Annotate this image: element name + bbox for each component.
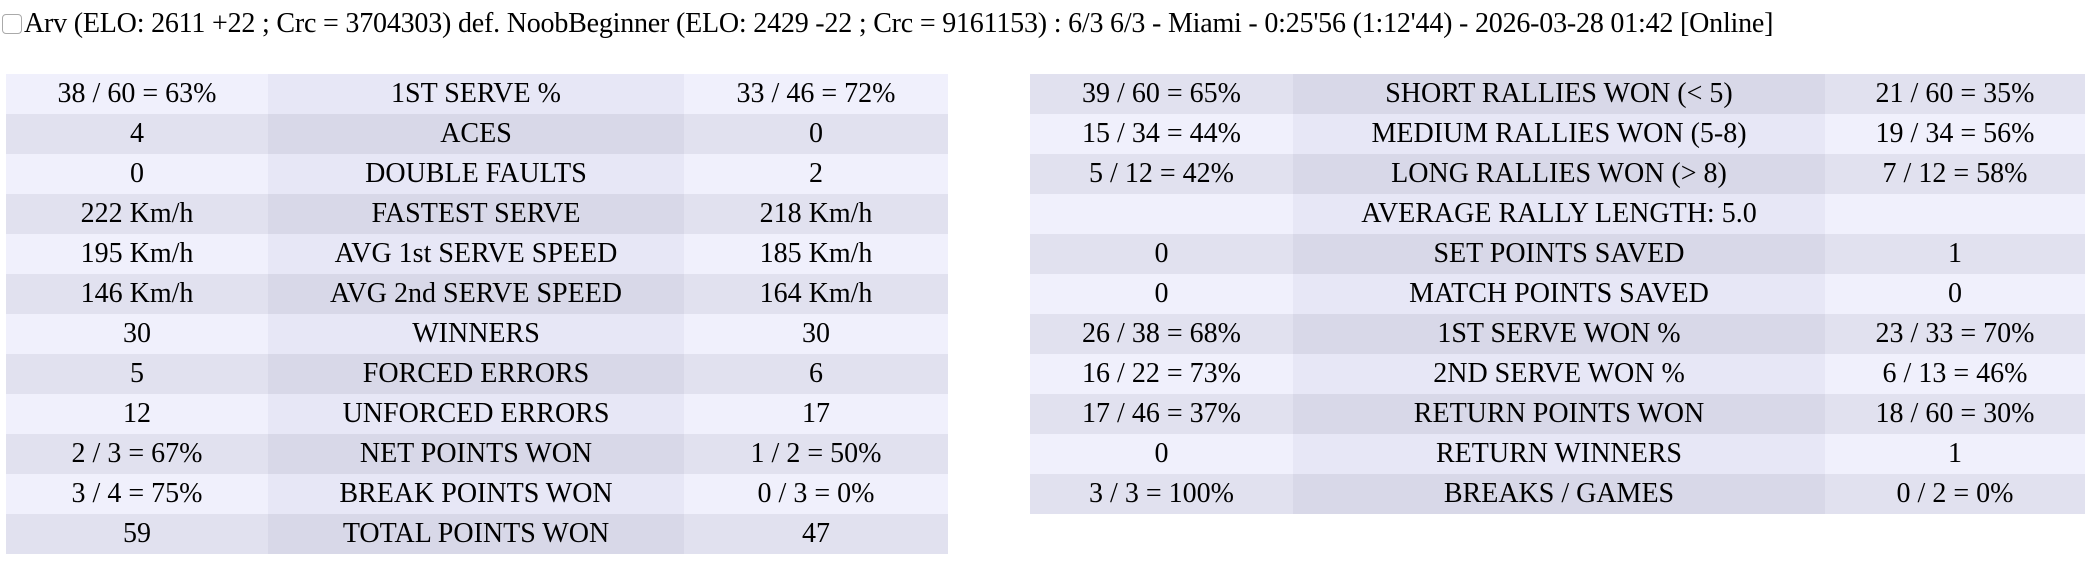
stat-row: 146 Km/h AVG 2nd SERVE SPEED 164 Km/h (6, 274, 948, 314)
stat-label: BREAK POINTS WON (268, 474, 684, 514)
player2-value: 23 / 33 = 70% (1825, 314, 2085, 354)
rally-stats-table: 39 / 60 = 65% SHORT RALLIES WON (< 5) 21 /… (1030, 74, 2085, 514)
stat-label: 1ST SERVE % (268, 74, 684, 114)
stat-row: 59 TOTAL POINTS WON 47 (6, 514, 948, 554)
player2-value: 0 (1825, 274, 2085, 314)
player2-value: 19 / 34 = 56% (1825, 114, 2085, 154)
player2-value: 0 / 3 = 0% (684, 474, 948, 514)
stat-label: FORCED ERRORS (268, 354, 684, 394)
stat-row: 2 / 3 = 67% NET POINTS WON 1 / 2 = 50% (6, 434, 948, 474)
player1-value: 26 / 38 = 68% (1030, 314, 1293, 354)
stat-row: AVERAGE RALLY LENGTH: 5.0 (1030, 194, 2085, 234)
stat-label: RETURN POINTS WON (1293, 394, 1825, 434)
stat-row: 0 DOUBLE FAULTS 2 (6, 154, 948, 194)
player1-value: 16 / 22 = 73% (1030, 354, 1293, 394)
player1-value: 12 (6, 394, 268, 434)
stat-label: WINNERS (268, 314, 684, 354)
player1-value: 0 (1030, 234, 1293, 274)
stat-row: 26 / 38 = 68% 1ST SERVE WON % 23 / 33 = 70… (1030, 314, 2085, 354)
match-header: Arv (ELO: 2611 +22 ; Crc = 3704303) def.… (2, 4, 1773, 44)
stat-label: TOTAL POINTS WON (268, 514, 684, 554)
stat-row: 0 MATCH POINTS SAVED 0 (1030, 274, 2085, 314)
player2-value: 0 / 2 = 0% (1825, 474, 2085, 514)
player2-value: 6 / 13 = 46% (1825, 354, 2085, 394)
player1-value: 15 / 34 = 44% (1030, 114, 1293, 154)
stat-row: 16 / 22 = 73% 2ND SERVE WON % 6 / 13 = 46% (1030, 354, 2085, 394)
player2-value: 1 / 2 = 50% (684, 434, 948, 474)
player1-value: 30 (6, 314, 268, 354)
stat-label: FASTEST SERVE (268, 194, 684, 234)
player1-value: 2 / 3 = 67% (6, 434, 268, 474)
stat-row: 3 / 3 = 100% BREAKS / GAMES 0 / 2 = 0% (1030, 474, 2085, 514)
stat-row: 38 / 60 = 63% 1ST SERVE % 33 / 46 = 72% (6, 74, 948, 114)
stat-label: BREAKS / GAMES (1293, 474, 1825, 514)
stat-row: 5 / 12 = 42% LONG RALLIES WON (> 8) 7 / 12… (1030, 154, 2085, 194)
player1-value: 0 (1030, 274, 1293, 314)
match-title: Arv (ELO: 2611 +22 ; Crc = 3704303) def.… (24, 8, 1774, 39)
player2-value: 7 / 12 = 58% (1825, 154, 2085, 194)
player2-value (1825, 194, 2085, 234)
stat-row: 222 Km/h FASTEST SERVE 218 Km/h (6, 194, 948, 234)
player2-value: 218 Km/h (684, 194, 948, 234)
player2-value: 21 / 60 = 35% (1825, 74, 2085, 114)
stat-label: NET POINTS WON (268, 434, 684, 474)
stat-row: 30 WINNERS 30 (6, 314, 948, 354)
stat-label: AVG 1st SERVE SPEED (268, 234, 684, 274)
stat-row: 0 RETURN WINNERS 1 (1030, 434, 2085, 474)
stat-label: UNFORCED ERRORS (268, 394, 684, 434)
player2-value: 30 (684, 314, 948, 354)
player2-value: 0 (684, 114, 948, 154)
stat-row: 17 / 46 = 37% RETURN POINTS WON 18 / 60 = … (1030, 394, 2085, 434)
player1-value: 3 / 4 = 75% (6, 474, 268, 514)
player1-value: 59 (6, 514, 268, 554)
player1-value: 146 Km/h (6, 274, 268, 314)
player1-value: 0 (1030, 434, 1293, 474)
stat-row: 4 ACES 0 (6, 114, 948, 154)
serve-stats-table: 38 / 60 = 63% 1ST SERVE % 33 / 46 = 72% 4 AC… (6, 74, 948, 554)
stat-row: 0 SET POINTS SAVED 1 (1030, 234, 2085, 274)
player2-value: 47 (684, 514, 948, 554)
stat-label: AVERAGE RALLY LENGTH: 5.0 (1293, 194, 1825, 234)
player1-value: 3 / 3 = 100% (1030, 474, 1293, 514)
player2-value: 33 / 46 = 72% (684, 74, 948, 114)
player2-value: 185 Km/h (684, 234, 948, 274)
stat-row: 39 / 60 = 65% SHORT RALLIES WON (< 5) 21 /… (1030, 74, 2085, 114)
player1-value: 17 / 46 = 37% (1030, 394, 1293, 434)
match-select-checkbox[interactable] (2, 14, 22, 34)
stat-label: 1ST SERVE WON % (1293, 314, 1825, 354)
stat-label: LONG RALLIES WON (> 8) (1293, 154, 1825, 194)
player1-value: 39 / 60 = 65% (1030, 74, 1293, 114)
stat-row: 3 / 4 = 75% BREAK POINTS WON 0 / 3 = 0% (6, 474, 948, 514)
stat-row: 15 / 34 = 44% MEDIUM RALLIES WON (5-8) 19 … (1030, 114, 2085, 154)
stat-label: MATCH POINTS SAVED (1293, 274, 1825, 314)
player1-value: 195 Km/h (6, 234, 268, 274)
stat-row: 12 UNFORCED ERRORS 17 (6, 394, 948, 434)
player2-value: 2 (684, 154, 948, 194)
player1-value: 0 (6, 154, 268, 194)
player1-value: 5 (6, 354, 268, 394)
player2-value: 6 (684, 354, 948, 394)
player2-value: 18 / 60 = 30% (1825, 394, 2085, 434)
player1-value (1030, 194, 1293, 234)
stat-label: SET POINTS SAVED (1293, 234, 1825, 274)
player1-value: 38 / 60 = 63% (6, 74, 268, 114)
player2-value: 1 (1825, 434, 2085, 474)
stat-label: DOUBLE FAULTS (268, 154, 684, 194)
player2-value: 164 Km/h (684, 274, 948, 314)
player1-value: 5 / 12 = 42% (1030, 154, 1293, 194)
stat-label: 2ND SERVE WON % (1293, 354, 1825, 394)
stat-row: 5 FORCED ERRORS 6 (6, 354, 948, 394)
stat-label: AVG 2nd SERVE SPEED (268, 274, 684, 314)
player1-value: 222 Km/h (6, 194, 268, 234)
player2-value: 1 (1825, 234, 2085, 274)
stat-label: RETURN WINNERS (1293, 434, 1825, 474)
stat-label: MEDIUM RALLIES WON (5-8) (1293, 114, 1825, 154)
stat-label: ACES (268, 114, 684, 154)
player2-value: 17 (684, 394, 948, 434)
stat-row: 195 Km/h AVG 1st SERVE SPEED 185 Km/h (6, 234, 948, 274)
player1-value: 4 (6, 114, 268, 154)
stat-label: SHORT RALLIES WON (< 5) (1293, 74, 1825, 114)
